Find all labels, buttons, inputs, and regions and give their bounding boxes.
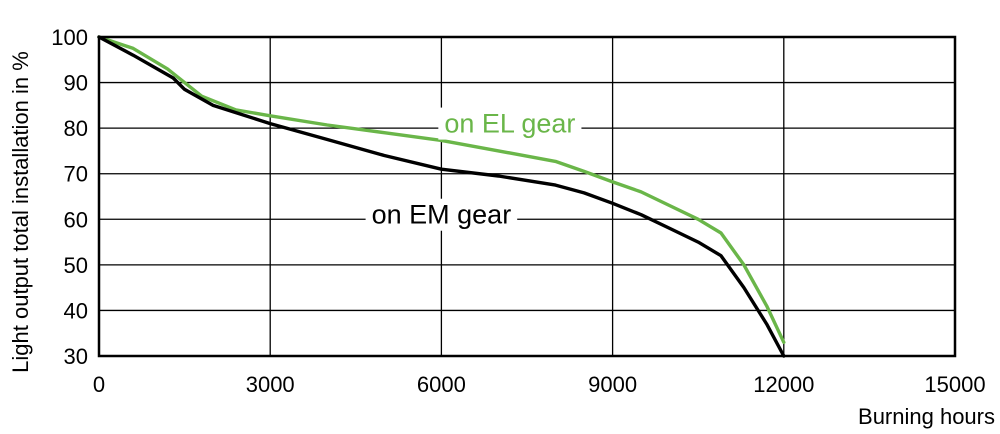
x-tick-labels: 0 3000 6000 9000 12000 15000 — [93, 372, 986, 397]
y-tick-label: 70 — [64, 162, 88, 187]
y-tick-label: 60 — [64, 207, 88, 232]
grid — [99, 37, 955, 356]
y-tick-label: 40 — [64, 298, 88, 323]
x-tick-label: 9000 — [588, 372, 637, 397]
y-tick-label: 100 — [51, 25, 88, 50]
y-tick-label: 90 — [64, 71, 88, 96]
y-tick-labels: 30 40 50 60 70 80 90 100 — [51, 25, 88, 369]
x-tick-label: 0 — [93, 372, 105, 397]
series-label-text: on EL gear — [444, 109, 575, 139]
x-tick-label: 3000 — [246, 372, 295, 397]
series-label-background — [365, 198, 518, 231]
y-axis-title: Light output total installation in % — [8, 51, 33, 373]
y-tick-label: 30 — [64, 344, 88, 369]
series-label-text: on EM gear — [372, 200, 512, 230]
series-line — [97, 35, 786, 344]
plot-frame — [97, 35, 957, 358]
series-label-background — [438, 107, 582, 140]
x-tick-label: 12000 — [753, 372, 814, 397]
y-tick-label: 80 — [64, 116, 88, 141]
series-line — [97, 35, 786, 358]
series-annotations: on EL gear on EM gear — [365, 107, 582, 231]
y-tick-label: 50 — [64, 253, 88, 278]
series-lines — [97, 35, 786, 358]
series-label: on EL gear — [438, 107, 582, 140]
series-label: on EM gear — [365, 198, 518, 231]
x-axis-title: Burning hours — [858, 404, 995, 429]
x-tick-label: 6000 — [417, 372, 466, 397]
x-tick-label: 15000 — [924, 372, 985, 397]
